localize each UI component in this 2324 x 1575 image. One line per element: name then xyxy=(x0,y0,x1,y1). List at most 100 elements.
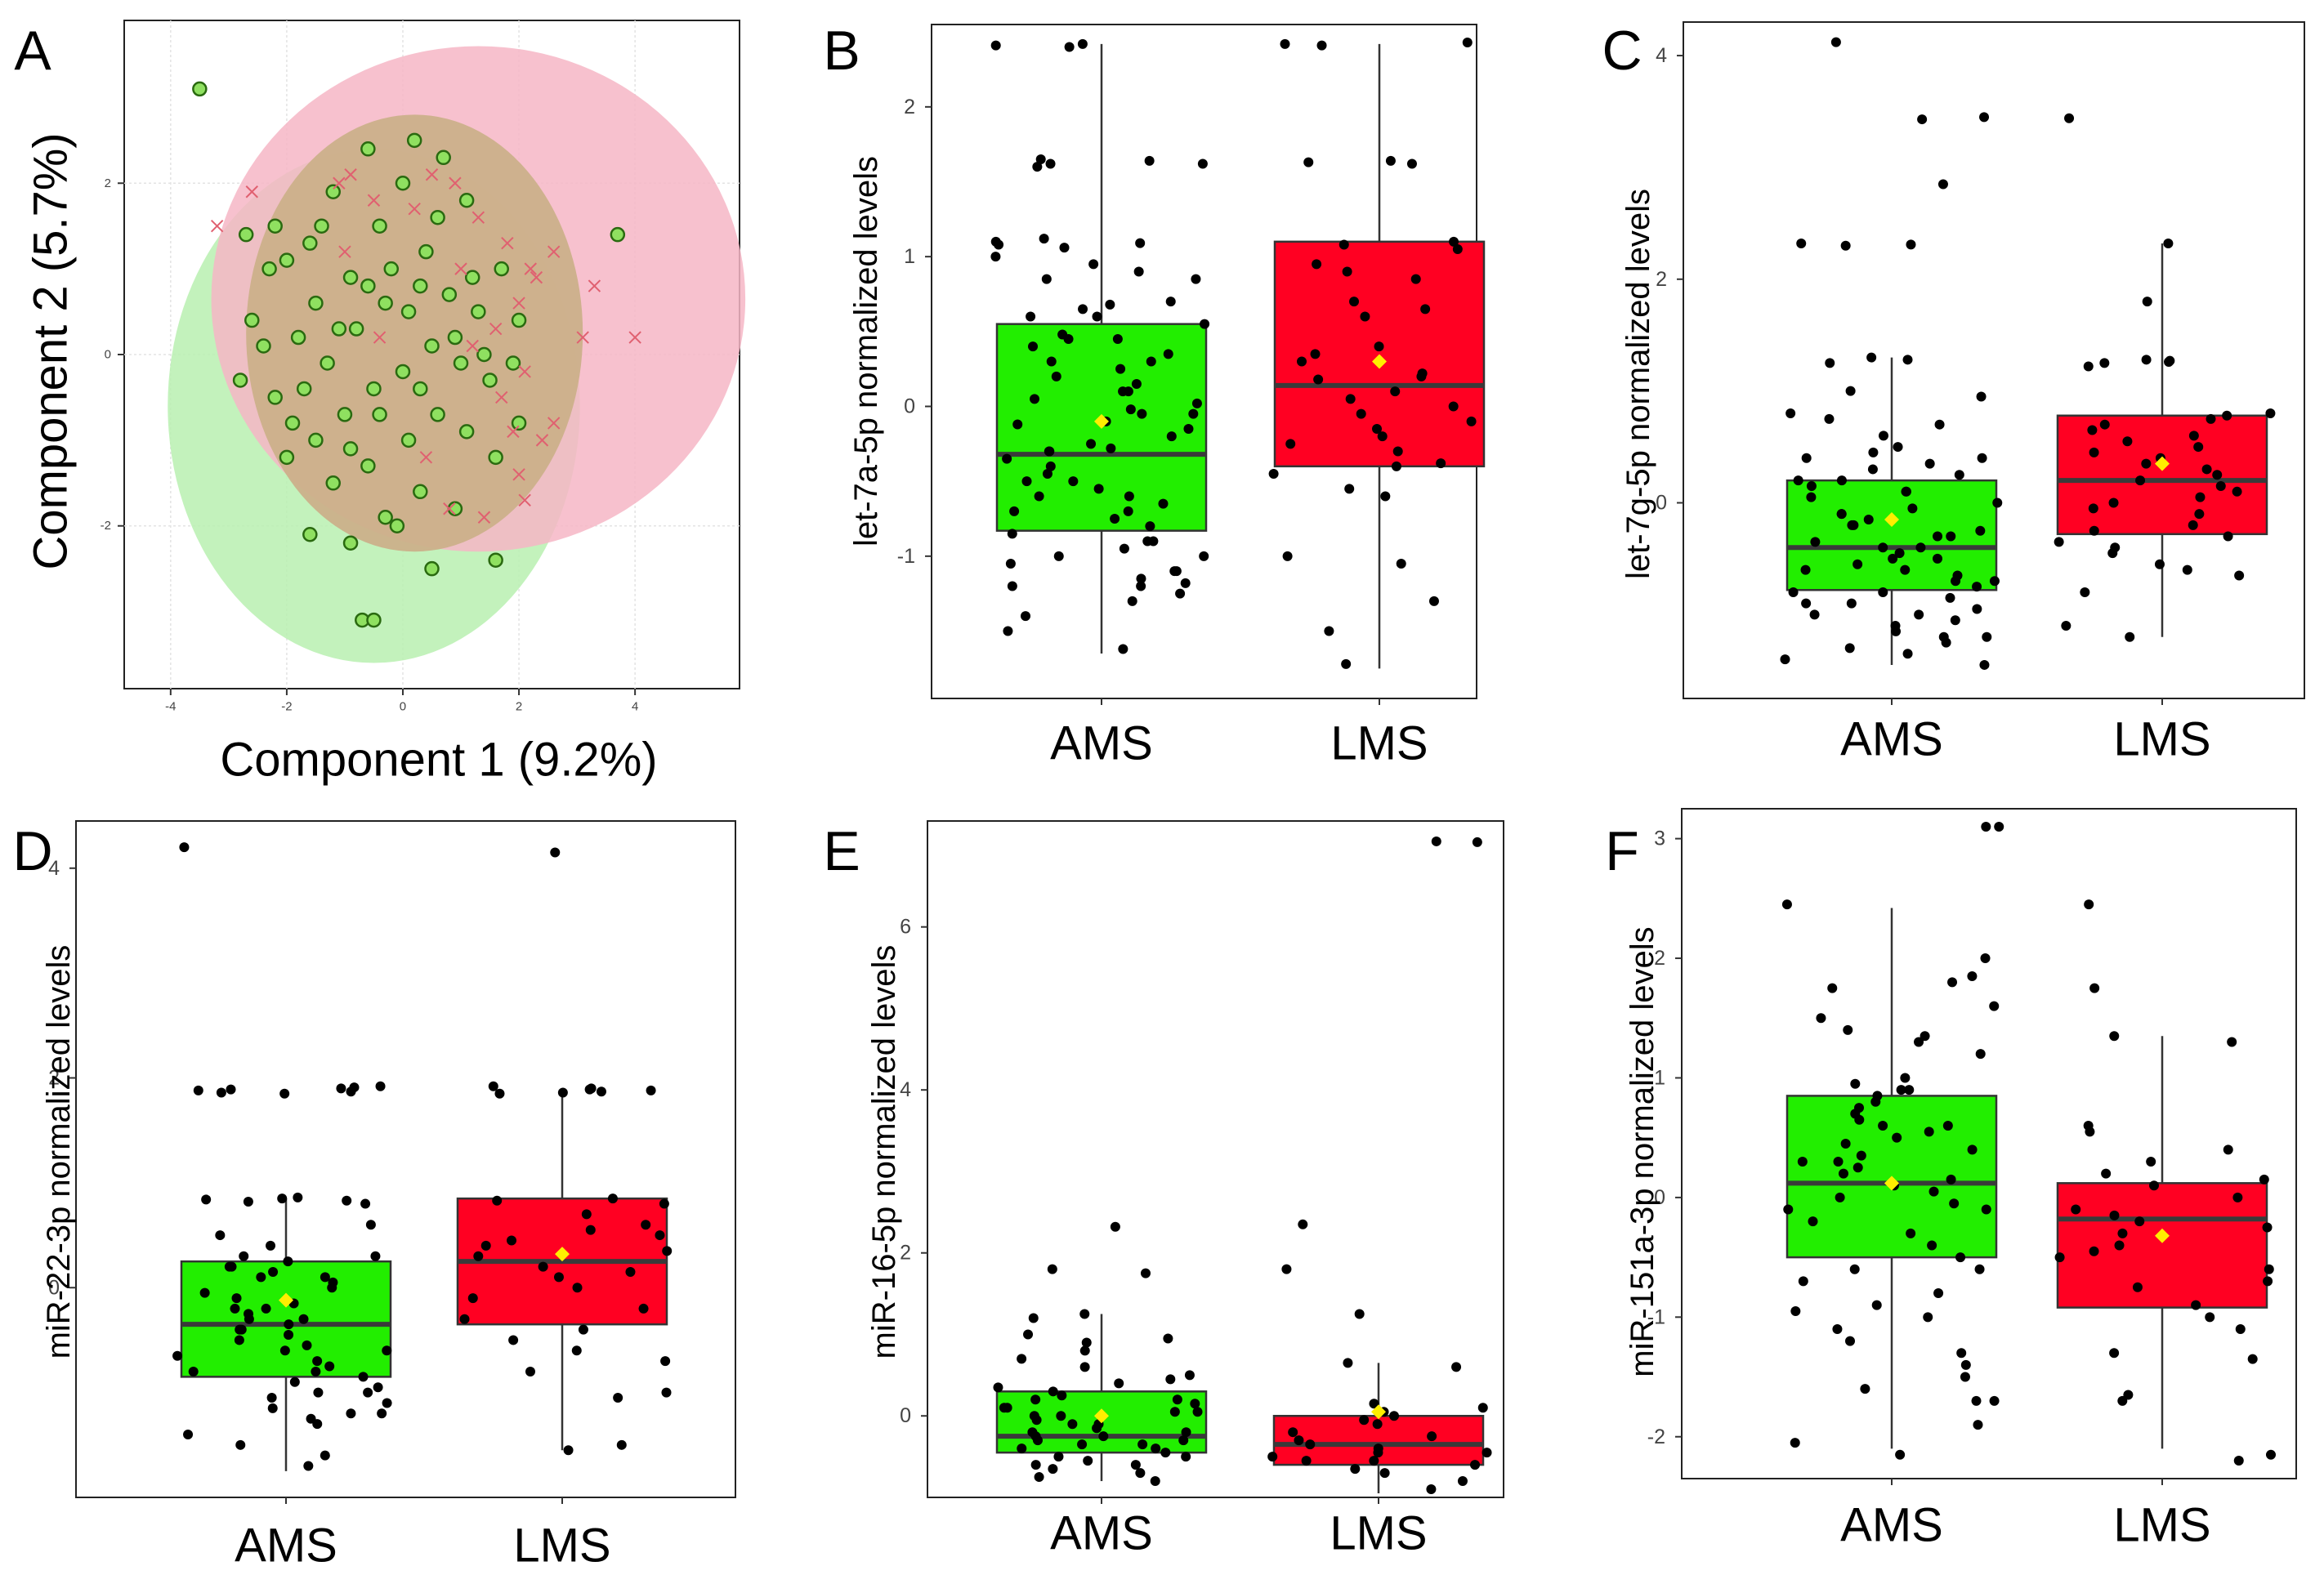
panel-a-point-ams xyxy=(476,346,492,363)
panel-c-ams-point xyxy=(1982,631,1992,642)
panel-d-ams-point xyxy=(244,1314,254,1324)
panel-f-lms-point xyxy=(2114,1240,2125,1251)
panel-f-ams-mean xyxy=(1884,1176,1899,1191)
panel-b-ams-point xyxy=(1127,596,1137,606)
panel-b-lms-point xyxy=(1268,469,1279,479)
panel-e-ams-point xyxy=(1030,1460,1041,1470)
panel-d-lms-point xyxy=(660,1356,671,1367)
panel-a-point-lms xyxy=(512,468,525,481)
panel-e-lms-point xyxy=(1477,1403,1488,1413)
panel-c-ams-point xyxy=(1852,559,1863,569)
panel-c-ams-point xyxy=(1972,582,1982,592)
panel-f-lms-point xyxy=(2089,1246,2099,1256)
panel-a-point-lms xyxy=(333,176,346,190)
panel-b-ams-point xyxy=(1039,234,1049,244)
panel-b-ams-point xyxy=(1007,581,1017,591)
panel-b-lms-point xyxy=(1344,484,1355,494)
panel-f-ams-point xyxy=(1971,1395,1982,1406)
panel-a-xlabel: Component 1 (9.2%) xyxy=(220,734,657,787)
panel-d-ams-point xyxy=(289,1376,300,1387)
panel-d-ams-point xyxy=(284,1330,294,1341)
panel-b-ams-point xyxy=(1136,581,1146,591)
panel-d-ams-point xyxy=(235,1324,245,1335)
panel-f-ams-point xyxy=(1942,1121,1953,1131)
panel-e-ams-point xyxy=(1056,1411,1066,1421)
panel-e-ams-point xyxy=(1140,1268,1151,1278)
panel-e-lms-point xyxy=(1373,1448,1383,1458)
panel-c-ams-point xyxy=(1863,515,1874,525)
panel-b-ams-point xyxy=(994,239,1004,250)
panel-a-point-ams xyxy=(267,390,283,405)
panel-c-ams-point xyxy=(1846,598,1857,609)
panel-c-lms-point xyxy=(2089,447,2099,457)
panel-d-ylabel: miR-22-3p normalized levels xyxy=(41,945,77,1359)
panel-a-ytick-label: 0 xyxy=(105,348,111,362)
panel-b-ams-mean xyxy=(1094,413,1109,429)
panel-f-ams-point xyxy=(1783,1204,1794,1215)
panel-a-point-ams xyxy=(400,304,417,319)
panel-f-ams-point xyxy=(1975,1049,1986,1060)
panel-b-ams-point xyxy=(1137,408,1147,419)
panel-c-lms-point xyxy=(2089,525,2099,536)
panel-e-lms-point xyxy=(1350,1464,1361,1475)
panel-a-point-ams xyxy=(488,449,503,466)
panel-d-lms-point xyxy=(613,1393,623,1403)
panel-a-point-ams xyxy=(372,218,387,234)
panel-f-ams-point xyxy=(1878,1121,1888,1131)
panel-d-ams-category-label: AMS xyxy=(235,1519,337,1573)
panel-d-ams-point xyxy=(216,1087,226,1098)
panel-d-lms-point xyxy=(638,1303,649,1314)
panel-c-lms-point xyxy=(2223,531,2233,542)
panel-a-point-ams xyxy=(413,484,428,500)
panel-f-lms-point xyxy=(2117,1395,2128,1406)
panel-b-lms-point xyxy=(1285,439,1296,449)
panel-f-ams-point xyxy=(1980,953,1991,964)
panel-d-lms-point xyxy=(584,1084,595,1095)
panel-c-ams-point xyxy=(1824,413,1835,424)
panel-b-lms-point xyxy=(1377,431,1388,442)
panel-f-ams-point xyxy=(1989,1395,2000,1406)
panel-b-lms-mean xyxy=(1372,354,1387,369)
panel-c-lms-point xyxy=(2088,503,2098,514)
panel-a-point-ams xyxy=(342,270,359,285)
panel-a-point-ams xyxy=(418,243,434,260)
panel-c-ams-mean xyxy=(1884,512,1899,528)
panel-f-ylabel: miR-151a-3p normalized levels xyxy=(1625,926,1660,1376)
panel-c-ams-point xyxy=(1907,503,1918,514)
panel-b-ams-point xyxy=(1026,311,1036,322)
panel-f-lms-box xyxy=(2056,1182,2268,1309)
panel-b-ams-point xyxy=(1110,514,1120,524)
panel-e-lms-point xyxy=(1426,1484,1437,1495)
panel-f-ams-point xyxy=(1892,1132,1902,1143)
panel-e-lms-mean xyxy=(1371,1404,1386,1420)
panel-a-point-lms xyxy=(512,297,525,310)
panel-b-ams-point xyxy=(1146,356,1156,367)
panel-d-ams-point xyxy=(267,1403,278,1413)
panel-d-ams-point xyxy=(349,1082,360,1093)
panel-d: D 0 2 4 miR-22-3p normalized levels AMS LMS xyxy=(12,820,736,1573)
panel-e-ams-point xyxy=(1181,1427,1191,1438)
panel-d-ams-point xyxy=(311,1366,321,1376)
panel-f-ytick-label: -1 xyxy=(1647,1305,1665,1328)
panel-f-ams-point xyxy=(1946,1174,1956,1185)
panel-e-frame xyxy=(927,820,1504,1498)
panel-d-ams-point xyxy=(226,1084,236,1095)
panel-c-lms-point xyxy=(2107,548,2118,559)
panel-b-lms-point xyxy=(1420,304,1431,315)
panel-e-ams-point xyxy=(1083,1456,1093,1466)
panel-c-lms-point xyxy=(2163,238,2174,248)
panel-b-ams-point xyxy=(1191,398,1202,408)
panel-b-ams-point xyxy=(1005,559,1016,569)
panel-a-point-ams xyxy=(494,261,509,277)
panel-f-ams-point xyxy=(1798,1276,1808,1287)
panel-a-point-ams xyxy=(395,364,411,380)
panel-b-lms-point xyxy=(1316,40,1327,51)
panel-f-ams-point xyxy=(1790,1438,1800,1448)
panel-d-ams-point xyxy=(358,1372,369,1382)
panel-e-ams-point xyxy=(1079,1309,1090,1319)
panel-f-ams-point xyxy=(1974,1264,1985,1274)
panel-e-lms-point xyxy=(1267,1452,1278,1462)
panel-f-ams-point xyxy=(1838,1168,1848,1179)
panel-b-ams-point xyxy=(1044,446,1054,457)
panel-b-ams-point xyxy=(1158,498,1169,509)
